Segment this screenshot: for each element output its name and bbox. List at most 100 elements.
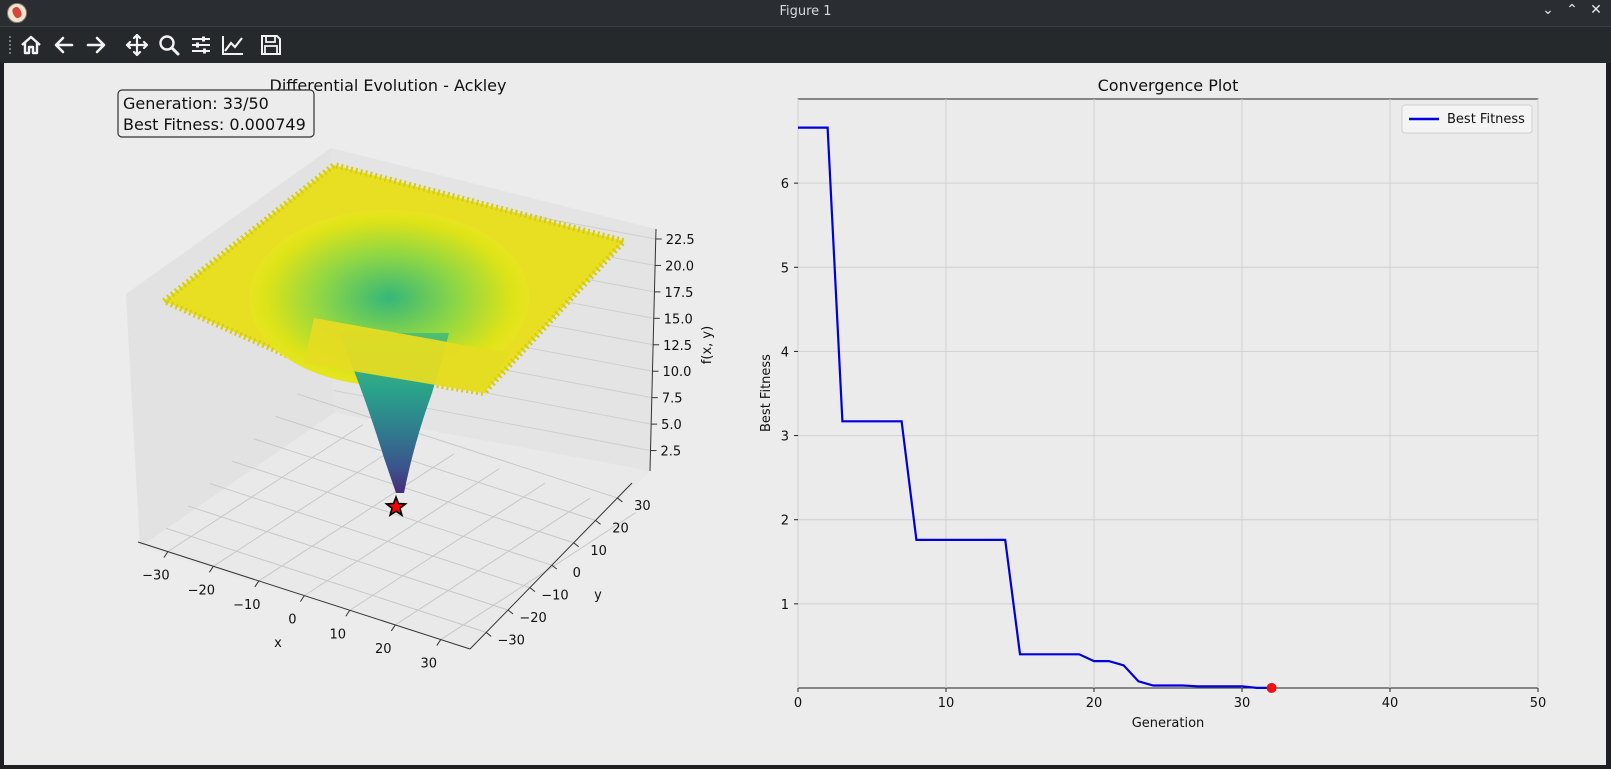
z-tick-label: 2.5 [661,445,682,460]
x-tick-label: 10 [938,696,955,711]
close-icon[interactable]: ✕ [1590,2,1602,18]
x-tick-label: 0 [794,696,802,711]
z-tick-label: 10.0 [662,365,691,380]
z-tick-label: 7.5 [662,392,683,407]
floor-gridline-y [297,393,618,499]
floor-gridline-x [395,497,591,626]
y-tick-label: 1 [781,598,789,613]
floor-pane [140,413,650,649]
x-tick-label: 50 [1530,696,1547,711]
floor-gridline-x [349,482,546,611]
zoom-icon [159,35,180,56]
figure-svg: −30−20−100102030−30−20−1001020302.55.07.… [117,76,1547,731]
y-tick-label: 10 [590,544,607,559]
forward-button[interactable] [83,33,109,57]
z-tick-label: 12.5 [663,339,692,354]
surface-front-edge [304,318,509,393]
z-tick-label: 20.0 [665,259,694,274]
save-button[interactable] [258,33,284,57]
back-arrow-icon [54,36,74,54]
floor-gridline-x [167,424,364,553]
current-generation-point [1266,682,1277,693]
window-titlebar[interactable]: Figure 1 ⌄ ⌃ ✕ [0,0,1611,26]
y-tick-mark [551,564,558,570]
y-tick-mark [485,632,492,637]
home-button[interactable] [18,33,44,57]
subplots-button[interactable] [188,33,214,57]
surface-plot: −30 −20 −10 0 10 20 30 −30 −20 −10 0 10 20 30 2.5 5.0 7.… [117,76,715,672]
x-tick-mark [163,551,169,558]
x-tick-mark [436,639,442,646]
x-tick-mark [254,580,260,588]
y-tick-mark [507,609,514,615]
x-tick-label: −30 [142,569,169,584]
x-tick-label: 0 [288,613,296,628]
maximize-icon[interactable]: ⌃ [1566,2,1578,18]
z-tick-label: 22.5 [666,233,695,248]
status-annotation-box [117,89,315,138]
y-tick-label: 3 [781,430,789,445]
x-tick-mark [208,566,214,573]
pan-button[interactable] [124,33,150,57]
configure-subplots-icon [192,36,210,54]
y-tick-label: −10 [541,589,568,604]
z-tick-label: 5.0 [661,418,682,433]
forward-arrow-icon [86,36,106,54]
x-axis-label: x [274,636,282,651]
z-tick-label: 17.5 [664,286,693,301]
y-tick-label: 0 [573,566,581,581]
y-axis-line [469,482,633,650]
floor-gridline-y [166,527,487,633]
plot-area [797,98,1539,689]
minimize-icon[interactable]: ⌄ [1542,2,1554,18]
x-tick-label: 10 [330,627,347,642]
y-tick-label: 6 [781,177,789,192]
y-tick-mark [573,542,579,548]
y-tick-label: 5 [781,261,789,276]
y-tick-mark [595,519,601,525]
x-tick-mark [345,609,351,617]
x-tick-label: −10 [233,598,260,613]
toolbar-grip-icon[interactable] [9,36,14,54]
floor-gridline-x [304,468,500,597]
customize-button[interactable] [220,33,246,57]
y-tick-label: 30 [634,499,651,514]
x-tick-label: −20 [188,583,215,598]
save-icon [261,35,281,55]
y-tick-mark [529,587,536,592]
y-tick-label: 2 [781,514,789,529]
x-tick-mark [299,595,305,602]
floor-gridline-x [440,512,637,641]
legend-box [1401,104,1533,134]
pan-icon [125,33,149,57]
x-tick-mark [390,624,396,632]
y-tick-label: 20 [612,521,629,536]
y-tick-label: −20 [519,611,546,626]
z-tick-label: 15.0 [664,312,693,327]
best-fitness-axis-label: Best Fitness [759,354,774,432]
surface-rim-noise [158,161,630,397]
zoom-button[interactable] [156,33,182,57]
floor-gridline-x [258,453,455,582]
floor-gridline-x [213,438,409,567]
window-title: Figure 1 [779,4,832,19]
navigation-toolbar [0,26,1611,63]
x-tick-label: 40 [1382,696,1399,711]
y-tick-mark [617,497,623,503]
best-fitness-text: Best Fitness: 0.000749 [123,115,306,134]
x-tick-label: 20 [375,642,392,657]
generation-text: Generation: 33/50 [123,94,269,113]
x-tick-label: 30 [421,657,438,672]
best-fitness-line [798,126,1272,690]
y-axis-label: y [594,588,602,603]
best-solution-marker [384,494,408,517]
floor-gridline-y [209,483,531,589]
generation-axis-label: Generation [1132,716,1205,731]
z-axis-line [649,228,657,472]
figure-canvas[interactable]: −30 −20 −10 0 10 20 30 −30 −20 −10 0 10 20 30 2.5 5.0 7.… [4,63,1606,765]
x-tick-label: 20 [1086,696,1103,711]
back-button[interactable] [51,33,77,57]
floor-gridline-y [187,505,509,611]
surface-title: Differential Evolution - Ackley [270,76,507,95]
y-tick-label: 4 [781,345,789,360]
